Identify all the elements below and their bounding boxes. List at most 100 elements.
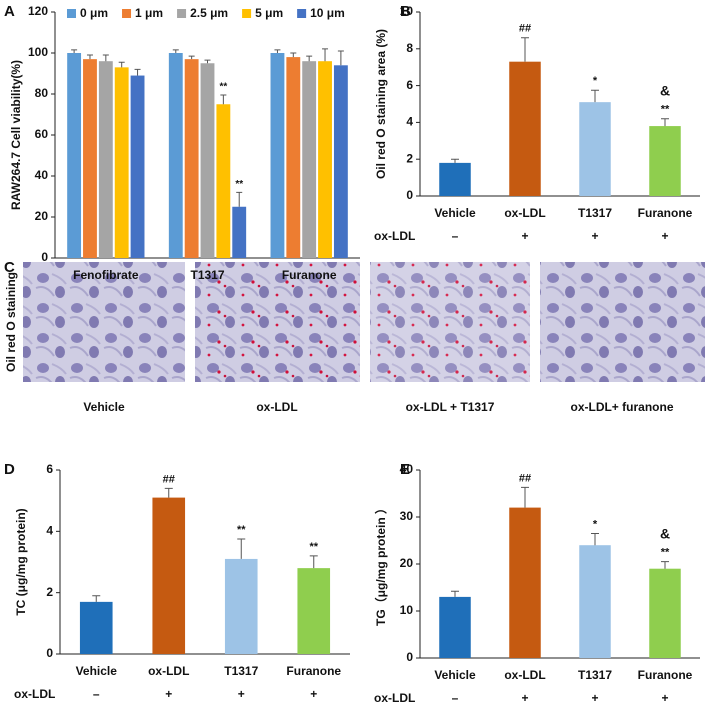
bar: [200, 63, 215, 258]
error-bar: [322, 48, 329, 62]
y-tick-label: 10: [400, 603, 414, 617]
error-bar: [134, 68, 141, 76]
micrograph: [23, 262, 185, 382]
bar: [649, 126, 681, 196]
bar: [333, 65, 348, 258]
treatment-mark: +: [591, 691, 598, 704]
bar: [130, 75, 145, 258]
bar: [270, 53, 285, 258]
y-tick-label: 0: [406, 650, 413, 664]
bar: [232, 206, 247, 258]
y-tick-label: 10: [400, 4, 414, 18]
micrograph: [540, 262, 705, 382]
error-bar: [92, 595, 101, 602]
legend-label: 5 μm: [255, 6, 283, 20]
y-axis-label: Oil red O staining area (%): [374, 29, 388, 179]
error-bar: [86, 54, 93, 60]
error-bar: [591, 89, 599, 103]
annotation: **: [237, 524, 246, 536]
y-tick-label: 2: [406, 151, 413, 165]
micrograph: [370, 262, 530, 382]
x-tick-label: Fenofibrate: [73, 268, 139, 282]
panel-letter: B: [400, 3, 411, 20]
annotation: *: [593, 518, 598, 530]
treatment-label: ox-LDL: [14, 687, 55, 701]
error-bar: [521, 486, 529, 508]
treatment-mark: +: [238, 687, 245, 701]
bar: [224, 558, 258, 654]
bar: [439, 596, 471, 658]
y-tick-label: 80: [35, 86, 49, 100]
error-bar: [309, 555, 318, 569]
panel-letter: D: [4, 461, 15, 478]
bar: [439, 162, 471, 196]
bar: [184, 59, 199, 259]
y-tick-label: 0: [46, 646, 53, 660]
y-axis-label: TG（μg/mg protein ）: [373, 502, 388, 626]
image-ylabel: Oil red O staining: [4, 272, 18, 372]
y-tick-label: 30: [400, 509, 414, 523]
legend-label: 10 μm: [310, 6, 345, 20]
y-tick-label: 120: [28, 4, 48, 18]
error-bar: [236, 191, 243, 207]
bar: [649, 568, 681, 658]
x-tick-label: Furanone: [286, 664, 341, 678]
x-tick-label: ox-LDL: [148, 664, 189, 678]
legend-swatch: [242, 9, 252, 18]
error-bar: [71, 49, 78, 53]
legend-swatch: [177, 9, 187, 18]
error-bar: [306, 55, 313, 62]
annotation: *: [593, 75, 598, 87]
legend-swatch: [297, 9, 307, 18]
y-tick-label: 100: [28, 45, 48, 59]
bar: [67, 53, 82, 258]
y-tick-label: 60: [35, 127, 49, 141]
y-axis-label: TC (μg/mg protein): [14, 508, 28, 615]
error-bar: [290, 52, 297, 58]
bar: [297, 568, 331, 654]
x-tick-label: ox-LDL: [504, 668, 545, 682]
treatment-mark: –: [93, 687, 100, 701]
legend-label: 1 μm: [135, 6, 163, 20]
bar: [98, 61, 113, 259]
y-tick-label: 2: [46, 585, 53, 599]
annotation: **: [309, 541, 318, 553]
panel-letter: C: [4, 259, 15, 276]
error-bar: [118, 61, 125, 68]
annotation: **: [661, 547, 670, 559]
bar: [216, 104, 231, 258]
error-bar: [204, 59, 211, 64]
x-tick-label: Furanone: [638, 668, 693, 682]
bar: [168, 53, 183, 258]
y-tick-label: 20: [35, 209, 49, 223]
x-tick-label: ox-LDL: [504, 206, 545, 220]
y-tick-label: 6: [46, 462, 53, 476]
legend-label: 0 μm: [80, 6, 108, 20]
error-bar: [188, 55, 195, 60]
annotation: **: [235, 179, 243, 190]
treatment-mark: +: [165, 687, 172, 701]
error-bar: [661, 561, 669, 569]
treatment-mark: +: [591, 229, 598, 243]
error-bar: [237, 538, 246, 559]
legend-swatch: [122, 9, 132, 18]
image-label: Vehicle: [83, 400, 125, 414]
bar: [83, 59, 97, 259]
annotation: **: [661, 104, 670, 116]
annotation: ##: [519, 23, 531, 35]
panel-letter: A: [4, 3, 15, 20]
y-tick-label: 4: [406, 115, 413, 129]
bar: [79, 601, 113, 654]
treatment-label: ox-LDL: [374, 691, 415, 704]
x-tick-label: T1317: [190, 268, 224, 282]
micrograph: [195, 262, 360, 382]
bar: [509, 61, 541, 197]
legend-swatch: [67, 9, 76, 18]
x-tick-label: Furanone: [638, 206, 693, 220]
x-tick-label: Vehicle: [434, 668, 476, 682]
y-tick-label: 40: [400, 462, 414, 476]
bar: [114, 67, 129, 258]
error-bar: [451, 158, 459, 163]
error-bar: [102, 54, 109, 62]
